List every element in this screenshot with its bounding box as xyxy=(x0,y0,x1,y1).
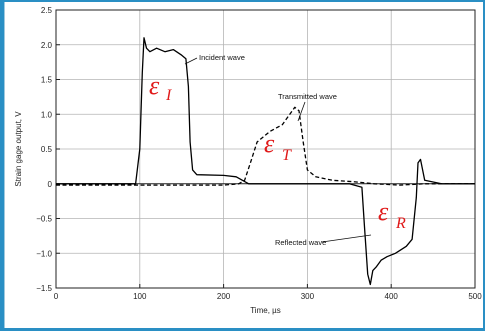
annotation-incident-wave: Incident wave xyxy=(199,53,245,62)
y-tick-label: 2.0 xyxy=(41,41,53,50)
svg-text:I: I xyxy=(165,87,172,104)
y-tick-label: 0.5 xyxy=(41,145,53,154)
y-tick-label: 1.0 xyxy=(41,110,53,119)
y-tick-label: 0 xyxy=(48,180,53,189)
series-group xyxy=(56,37,475,286)
svg-text:ε: ε xyxy=(378,197,389,226)
x-tick-label: 500 xyxy=(468,292,482,301)
svg-text:ε: ε xyxy=(149,71,160,100)
annotation-reflected-wave: Reflected wave xyxy=(275,238,326,247)
strain-symbols: ε I ε T ε R xyxy=(149,71,406,232)
x-tick-label: 300 xyxy=(301,292,315,301)
x-tick-label: 200 xyxy=(217,292,231,301)
y-tick-label: −1.5 xyxy=(36,284,52,293)
y-tick-label: 2.5 xyxy=(41,6,53,15)
symbol-epsilon-incident: ε I xyxy=(149,71,172,104)
symbol-epsilon-transmitted: ε T xyxy=(264,129,292,164)
annotation-transmitted-wave: Transmitted wave xyxy=(278,92,337,101)
x-axis-label: Time, µs xyxy=(250,306,281,315)
y-tick-label: −0.5 xyxy=(36,215,52,224)
chart-container: 0 100 200 300 400 500 2.5 2.0 1.5 1.0 0.5 0 −0.5 −1.0… xyxy=(4,2,483,328)
y-tick-label: 1.5 xyxy=(41,76,53,85)
symbol-epsilon-reflected: ε R xyxy=(378,197,406,232)
svg-text:T: T xyxy=(282,147,292,164)
x-tick-label: 400 xyxy=(385,292,399,301)
x-tick-label: 0 xyxy=(54,292,59,301)
svg-text:R: R xyxy=(395,215,406,232)
annotation-reflected-leader xyxy=(321,234,372,243)
y-tick-label: −1.0 xyxy=(36,249,52,258)
series-line-incident-wave xyxy=(56,37,475,286)
y-axis-label: Strain gage output, V xyxy=(14,111,23,187)
annotation-incident-leader xyxy=(184,57,198,65)
annotation-transmitted-leader xyxy=(297,101,306,122)
series-line-transmitted-wave xyxy=(56,106,475,186)
axis-ticks: 0 100 200 300 400 500 2.5 2.0 1.5 1.0 0.5 0 −0.5 −1.0… xyxy=(36,6,482,301)
chart-svg: 0 100 200 300 400 500 2.5 2.0 1.5 1.0 0.5 0 −0.5 −1.0… xyxy=(14,6,482,315)
x-tick-label: 100 xyxy=(133,292,147,301)
svg-text:ε: ε xyxy=(264,129,275,158)
annotations: Incident wave Transmitted wave Reflected… xyxy=(184,53,372,247)
